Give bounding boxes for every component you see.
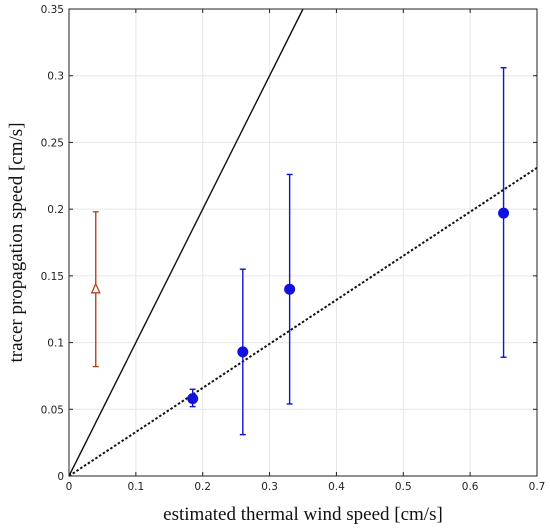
plot-frame-layer [68,8,538,477]
x-tick-label: 0.6 [462,481,479,493]
data-point-circle [498,207,510,219]
x-tick-label: 0.1 [128,481,145,493]
solid-reference-line [68,8,304,477]
y-tick-label: 0 [57,471,64,483]
data-point-circle [284,283,296,295]
y-tick-label: 0.35 [41,4,64,16]
dotted-fit-line [68,166,538,477]
data-point-triangle [90,282,101,294]
x-tick-label: 0.3 [261,481,278,493]
x-tick-label: 0.7 [529,481,546,493]
y-tick-label: 0.15 [41,271,64,283]
x-tick-label: 0.4 [328,481,345,493]
x-tick-label: 0.5 [395,481,412,493]
x-tick-label: 0 [66,481,73,493]
y-tick-label: 0.2 [47,204,64,216]
tick-labels-layer: 0 0.1 0.2 0.3 0.4 0.5 0.6 0.7 0 0.05 0.1 0.15 0.2 0.2… [41,4,546,493]
plot-background [69,9,537,476]
x-tick-label: 0.2 [194,481,211,493]
data-point-circle [237,346,249,358]
grid-layer [69,9,537,476]
data-point-circle [187,393,199,405]
y-tick-label: 0.3 [47,71,64,83]
plot-frame [68,8,538,477]
data-series-layer [90,67,510,436]
y-tick-label: 0.05 [41,404,64,416]
y-tick-label: 0.1 [47,338,64,350]
x-axis-title: estimated thermal wind speed [cm/s] [163,504,443,525]
y-axis-title: tracer propagation speed [cm/s] [6,122,27,362]
y-tick-label: 0.25 [41,137,64,149]
reference-lines-layer [68,8,538,477]
